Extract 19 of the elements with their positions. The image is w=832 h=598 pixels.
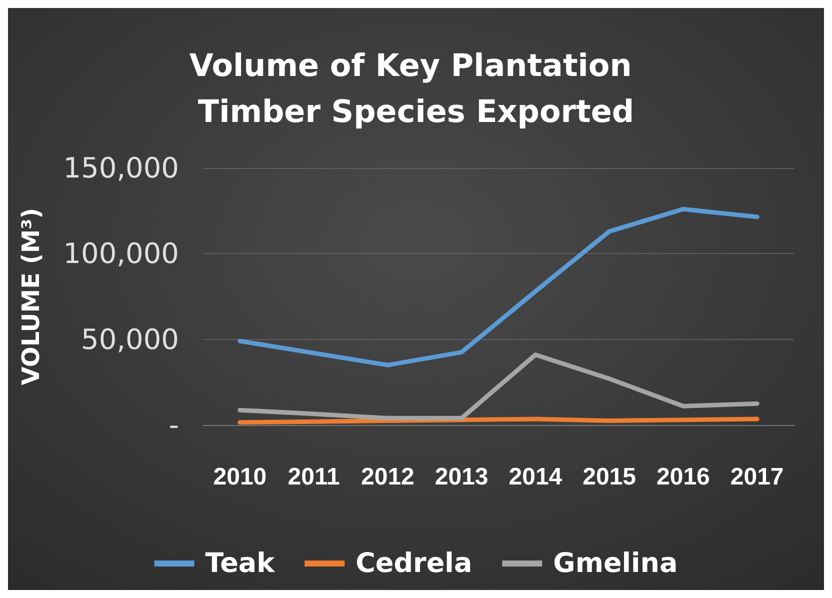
x-tick-label: 2010 bbox=[213, 464, 267, 490]
y-axis-title: VOLUME (M³) bbox=[17, 208, 45, 386]
x-tick-label: 2016 bbox=[656, 464, 710, 490]
y-tick-label: 100,000 bbox=[63, 237, 179, 270]
line-series bbox=[238, 206, 760, 368]
line-series bbox=[238, 352, 760, 420]
x-tick-label: 2014 bbox=[508, 464, 563, 490]
legend-label: Gmelina bbox=[553, 548, 678, 579]
x-tick-label: 2017 bbox=[730, 464, 784, 490]
y-tick-label: - bbox=[168, 408, 179, 442]
chart-title: Volume of Key Plantation Timber Species Exported bbox=[189, 48, 643, 130]
y-tick-label: 50,000 bbox=[81, 322, 179, 356]
x-tick-label: 2013 bbox=[434, 464, 488, 490]
x-tick-label: 2015 bbox=[582, 464, 636, 490]
legend-label: Teak bbox=[205, 548, 276, 579]
y-tick-label: 150,000 bbox=[63, 152, 179, 184]
x-tick-label: 2012 bbox=[360, 464, 414, 490]
x-tick-label: 2011 bbox=[288, 464, 340, 490]
legend-label: Cedrela bbox=[356, 548, 472, 579]
